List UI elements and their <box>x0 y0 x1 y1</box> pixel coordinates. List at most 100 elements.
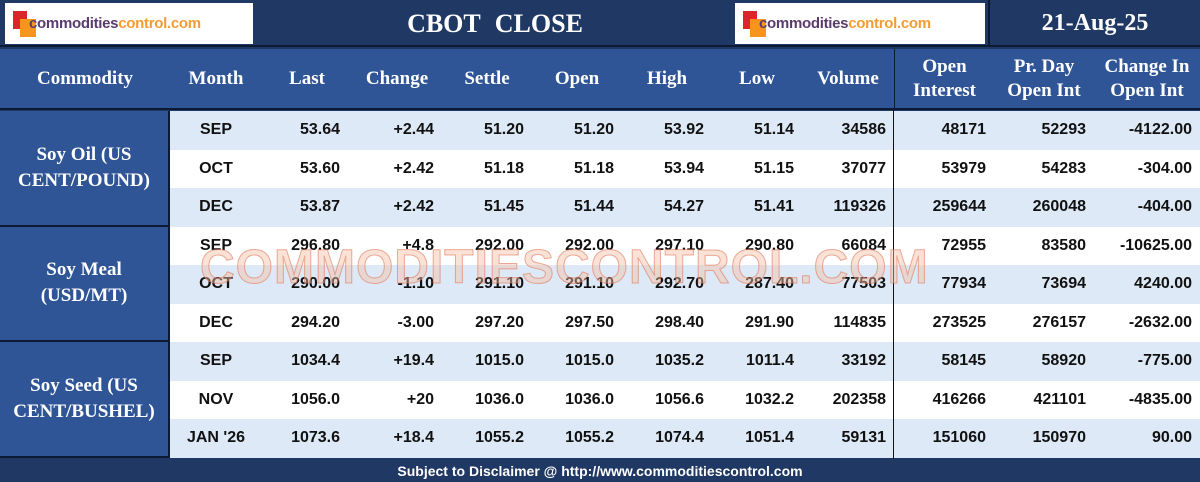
logo-left: commoditiescontrol.com <box>5 3 253 44</box>
cell-high: 298.40 <box>655 313 704 331</box>
cell-settle: 292.00 <box>475 236 524 254</box>
cell-change-in-open-int: -4122.00 <box>1128 121 1192 139</box>
cell-last: 290.00 <box>291 275 340 293</box>
cell-open-interest: 58145 <box>941 352 987 370</box>
cell-change-in-open-int: 90.00 <box>1151 429 1192 447</box>
cell-last: 296.80 <box>291 236 340 254</box>
cell-pr-day-open-int: 150970 <box>1032 429 1086 447</box>
column-divider <box>893 110 894 459</box>
cell-low: 290.80 <box>745 236 794 254</box>
cell-open: 51.18 <box>573 159 614 177</box>
cell-month: DEC <box>199 198 233 216</box>
cell-volume: 59131 <box>841 429 887 447</box>
cell-open-interest: 273525 <box>932 313 986 331</box>
cell-high: 292.70 <box>655 275 704 293</box>
page-title: CBOT CLOSE <box>407 8 583 38</box>
column-header: Commodity <box>36 67 134 89</box>
cell-open: 291.10 <box>565 275 614 293</box>
cell-low: 51.14 <box>753 121 794 139</box>
cell-low: 1011.4 <box>745 352 794 370</box>
cell-change-in-open-int: -404.00 <box>1137 198 1192 216</box>
column-header: Open <box>554 67 600 89</box>
cell-open: 1015.0 <box>565 352 614 370</box>
column-header: Pr. Day Open Int <box>1007 55 1081 101</box>
cell-last: 1034.4 <box>291 352 340 370</box>
cell-pr-day-open-int: 52293 <box>1041 121 1087 139</box>
cell-change: +2.42 <box>393 198 434 216</box>
cell-volume: 114835 <box>833 313 886 331</box>
cell-change: +19.4 <box>393 352 434 370</box>
column-header: Change <box>365 67 429 89</box>
cell-volume: 202358 <box>832 390 886 408</box>
cell-change-in-open-int: -304.00 <box>1137 159 1192 177</box>
cell-change-in-open-int: -10625.00 <box>1119 236 1192 254</box>
cell-volume: 37077 <box>841 159 887 177</box>
cell-high: 54.27 <box>663 198 704 216</box>
cell-month: JAN '26 <box>186 429 246 447</box>
table-header: Commodity Month Last Change Settle Open High Lo… <box>0 49 1200 110</box>
cell-change: -1.10 <box>397 275 434 293</box>
cell-open: 51.44 <box>573 198 614 216</box>
column-header: Open Interest <box>894 49 994 108</box>
column-header: Low <box>739 67 775 89</box>
commodity-group: Soy Oil (US CENT/POUND) <box>0 111 170 227</box>
table-row: DEC 53.87 +2.42 51.45 51.44 54.27 51.41 119326 2… <box>170 188 1200 227</box>
cell-low: 1051.4 <box>745 429 794 447</box>
cell-month: SEP <box>199 352 232 370</box>
cell-open: 297.50 <box>565 313 614 331</box>
cell-open-interest: 53979 <box>941 159 987 177</box>
cell-open: 1055.2 <box>565 429 614 447</box>
cell-pr-day-open-int: 276157 <box>1032 313 1086 331</box>
cell-high: 1056.6 <box>655 390 704 408</box>
table-row: JAN '26 1073.6 +18.4 1055.2 1055.2 1074.4 1051… <box>170 419 1200 458</box>
top-bar: commoditiescontrol.com CBOT CLOSE commod… <box>0 0 1200 47</box>
logo-icon <box>741 9 767 39</box>
cell-settle: 297.20 <box>475 313 524 331</box>
cell-volume: 119326 <box>833 198 886 216</box>
cell-high: 1074.4 <box>655 429 704 447</box>
cell-change: +20 <box>406 390 434 408</box>
cell-last: 53.87 <box>299 198 340 216</box>
cell-change-in-open-int: -2632.00 <box>1128 313 1192 331</box>
column-header: High <box>646 67 688 89</box>
cell-month: SEP <box>199 236 232 254</box>
cell-volume: 77503 <box>841 275 887 293</box>
cell-change: +4.8 <box>402 236 434 254</box>
cell-pr-day-open-int: 260048 <box>1032 198 1086 216</box>
cell-volume: 34586 <box>841 121 887 139</box>
cell-low: 291.90 <box>745 313 794 331</box>
cell-change-in-open-int: -4835.00 <box>1128 390 1192 408</box>
cell-low: 287.40 <box>745 275 794 293</box>
cell-settle: 291.10 <box>475 275 524 293</box>
cell-open-interest: 259644 <box>932 198 986 216</box>
cell-month: SEP <box>199 121 232 139</box>
cell-pr-day-open-int: 83580 <box>1041 236 1087 254</box>
cell-low: 51.15 <box>753 159 794 177</box>
logo-right: commoditiescontrol.com <box>735 3 985 44</box>
table-row: OCT 290.00 -1.10 291.10 291.10 292.70 287.40 77… <box>170 265 1200 304</box>
cell-pr-day-open-int: 73694 <box>1041 275 1087 293</box>
cell-month: OCT <box>199 275 233 293</box>
cell-open: 1036.0 <box>565 390 614 408</box>
logo-icon <box>11 9 37 39</box>
report-date: 21-Aug-25 <box>988 0 1200 47</box>
cell-pr-day-open-int: 421101 <box>1033 390 1086 408</box>
cell-open-interest: 77934 <box>941 275 987 293</box>
cell-settle: 51.18 <box>483 159 524 177</box>
cell-change-in-open-int: 4240.00 <box>1134 275 1192 293</box>
cell-change-in-open-int: -775.00 <box>1137 352 1192 370</box>
cell-last: 1056.0 <box>291 390 340 408</box>
cell-change: +2.44 <box>393 121 434 139</box>
cell-pr-day-open-int: 54283 <box>1041 159 1087 177</box>
table-row: SEP 53.64 +2.44 51.20 51.20 53.92 51.14 34586 48… <box>170 111 1200 150</box>
cell-last: 294.20 <box>291 313 340 331</box>
cell-high: 53.94 <box>663 159 704 177</box>
cell-settle: 1055.2 <box>475 429 524 447</box>
column-header: Volume <box>817 67 879 89</box>
column-header: Last <box>289 67 325 89</box>
cell-pr-day-open-int: 58920 <box>1041 352 1087 370</box>
cell-high: 53.92 <box>663 121 704 139</box>
table-row: SEP 296.80 +4.8 292.00 292.00 297.10 290.80 660… <box>170 226 1200 265</box>
column-header: Change In Open Int <box>1104 55 1190 101</box>
cell-month: OCT <box>199 159 233 177</box>
